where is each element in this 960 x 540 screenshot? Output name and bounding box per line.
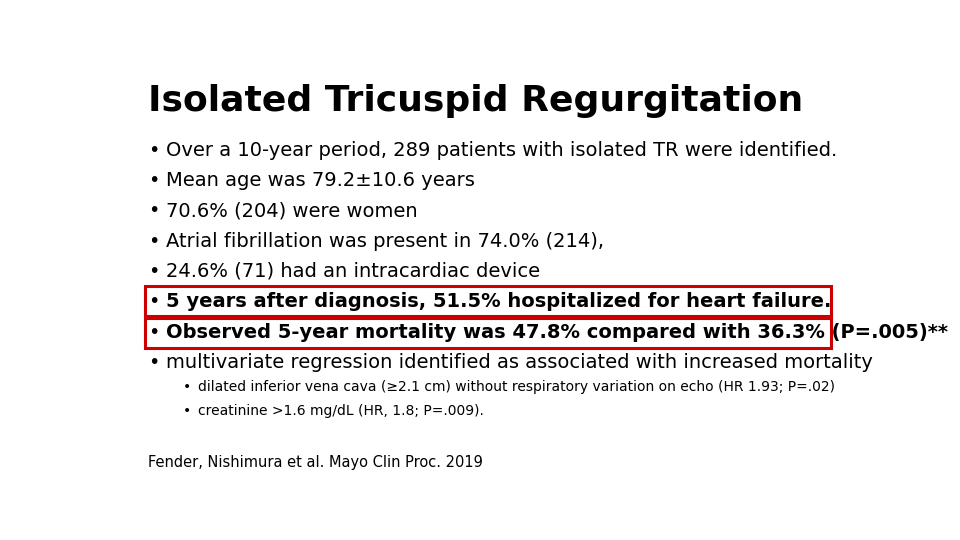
- Text: Isolated Tricuspid Regurgitation: Isolated Tricuspid Regurgitation: [148, 84, 804, 118]
- Text: •: •: [148, 140, 159, 159]
- Text: •: •: [183, 380, 191, 394]
- Text: Atrial fibrillation was present in 74.0% (214),: Atrial fibrillation was present in 74.0%…: [166, 232, 604, 251]
- Text: •: •: [148, 262, 159, 281]
- Text: dilated inferior vena cava (≥2.1 cm) without respiratory variation on echo (HR 1: dilated inferior vena cava (≥2.1 cm) wit…: [198, 380, 835, 394]
- Text: Observed 5-year mortality was 47.8% compared with 36.3% (P=.005)**: Observed 5-year mortality was 47.8% comp…: [166, 323, 948, 342]
- Text: creatinine >1.6 mg/dL (HR, 1.8; P=.009).: creatinine >1.6 mg/dL (HR, 1.8; P=.009).: [198, 404, 484, 418]
- Text: •: •: [183, 404, 191, 418]
- Text: •: •: [148, 353, 159, 372]
- Text: •: •: [148, 171, 159, 190]
- Text: multivariate regression identified as associated with increased mortality: multivariate regression identified as as…: [166, 353, 873, 372]
- Text: •: •: [148, 232, 159, 251]
- Text: Mean age was 79.2±10.6 years: Mean age was 79.2±10.6 years: [166, 171, 475, 190]
- Text: Fender, Nishimura et al. Mayo Clin Proc. 2019: Fender, Nishimura et al. Mayo Clin Proc.…: [148, 455, 483, 470]
- Text: 24.6% (71) had an intracardiac device: 24.6% (71) had an intracardiac device: [166, 262, 540, 281]
- Text: 70.6% (204) were women: 70.6% (204) were women: [166, 201, 418, 220]
- Text: 5 years after diagnosis, 51.5% hospitalized for heart failure.: 5 years after diagnosis, 51.5% hospitali…: [166, 292, 831, 311]
- Text: •: •: [148, 201, 159, 220]
- Text: Over a 10-year period, 289 patients with isolated TR were identified.: Over a 10-year period, 289 patients with…: [166, 140, 837, 159]
- Text: •: •: [148, 323, 159, 342]
- Text: •: •: [148, 292, 159, 311]
